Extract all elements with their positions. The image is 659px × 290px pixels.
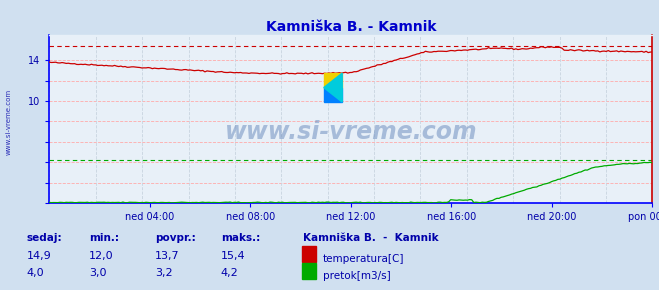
Text: min.:: min.:: [89, 233, 119, 243]
Text: 3,2: 3,2: [155, 268, 173, 278]
Text: maks.:: maks.:: [221, 233, 260, 243]
Text: 4,2: 4,2: [221, 268, 239, 278]
Text: 12,0: 12,0: [89, 251, 113, 261]
Text: www.si-vreme.com: www.si-vreme.com: [5, 89, 12, 155]
Text: 15,4: 15,4: [221, 251, 245, 261]
Text: www.si-vreme.com: www.si-vreme.com: [225, 120, 477, 144]
Text: pretok[m3/s]: pretok[m3/s]: [323, 271, 391, 281]
Text: 4,0: 4,0: [26, 268, 44, 278]
Text: 3,0: 3,0: [89, 268, 107, 278]
Text: 13,7: 13,7: [155, 251, 179, 261]
Text: temperatura[C]: temperatura[C]: [323, 254, 405, 264]
Text: sedaj:: sedaj:: [26, 233, 62, 243]
Title: Kamniška B. - Kamnik: Kamniška B. - Kamnik: [266, 20, 436, 34]
Text: 14,9: 14,9: [26, 251, 51, 261]
Text: povpr.:: povpr.:: [155, 233, 196, 243]
Text: Kamniška B.  -  Kamnik: Kamniška B. - Kamnik: [303, 233, 439, 243]
